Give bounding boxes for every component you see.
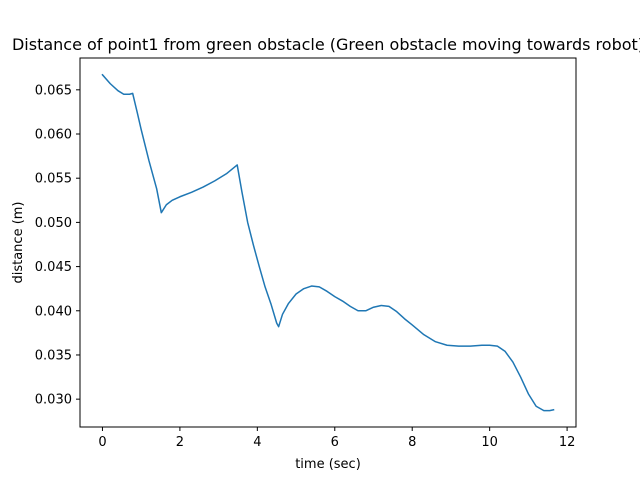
x-tick-label: 4: [253, 435, 261, 450]
y-tick-label: 0.050: [35, 216, 72, 231]
x-tick-label: 0: [98, 435, 106, 450]
plot-frame: [79, 57, 577, 428]
x-tick-label: 6: [331, 435, 339, 450]
x-axis-label: time (sec): [295, 457, 361, 472]
chart-title: Distance of point1 from green obstacle (…: [12, 35, 640, 54]
y-axis-label: distance (m): [11, 201, 26, 283]
y-tick-label: 0.065: [35, 83, 72, 98]
y-tick-label: 0.055: [35, 172, 72, 187]
x-tick-label: 2: [176, 435, 184, 450]
y-tick-label: 0.060: [35, 128, 72, 143]
x-tick-label: 10: [481, 435, 498, 450]
x-axis-ticks: 0 2 4 6 8 10 12: [98, 427, 575, 450]
y-tick-label: 0.030: [35, 393, 72, 408]
y-axis-ticks: 0.030 0.035 0.040 0.045 0.050 0.055 0.060 0.065: [35, 83, 80, 408]
y-tick-label: 0.040: [35, 304, 72, 319]
y-tick-label: 0.045: [35, 260, 72, 275]
y-tick-label: 0.035: [35, 348, 72, 363]
x-tick-label: 12: [559, 435, 576, 450]
x-tick-label: 8: [408, 435, 416, 450]
series-line-distance: [101, 73, 555, 412]
